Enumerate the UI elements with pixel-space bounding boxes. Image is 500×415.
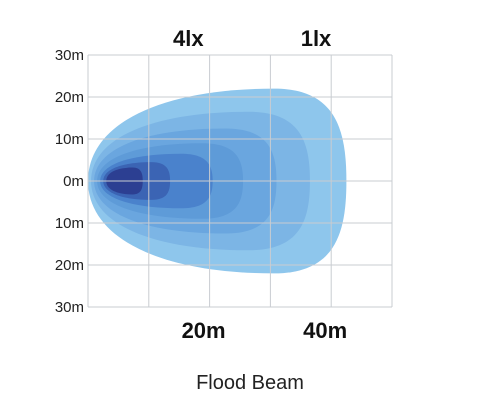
x-tick-label: 40m <box>303 318 347 343</box>
y-tick-label: 20m <box>55 89 84 106</box>
y-tick-label: 30m <box>55 299 84 316</box>
x-tick-label: 20m <box>182 318 226 343</box>
lux-label: 1lx <box>301 26 332 51</box>
y-tick-label: 30m <box>55 47 84 64</box>
y-axis-labels: 30m 20m 10m 0m 10m 20m 30m <box>55 47 84 316</box>
y-tick-label: 0m <box>63 173 84 190</box>
y-tick-label: 10m <box>55 131 84 148</box>
chart-caption: Flood Beam <box>196 372 304 394</box>
lux-labels: 4lx 1lx <box>173 26 332 51</box>
y-tick-label: 20m <box>55 257 84 274</box>
lux-label: 4lx <box>173 26 204 51</box>
y-tick-label: 10m <box>55 215 84 232</box>
chart-grid <box>87 54 393 308</box>
x-axis-labels: 20m 40m <box>182 318 348 343</box>
